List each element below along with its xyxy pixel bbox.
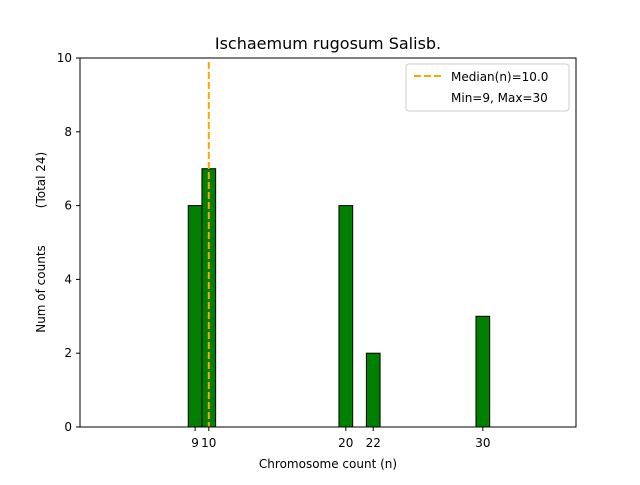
y-axis-label: Num of counts <box>34 245 48 333</box>
y-tick-label-8: 8 <box>64 125 72 139</box>
bar-30 <box>475 315 491 428</box>
bar-9 <box>187 205 203 428</box>
x-tick-label-9: 9 <box>191 436 199 450</box>
y-tick-label-0: 0 <box>64 420 72 434</box>
x-tick-label-22: 22 <box>366 436 381 450</box>
plot-frame <box>79 57 577 428</box>
y-tick-label-10: 10 <box>57 51 72 65</box>
x-tick-label-20: 20 <box>338 436 353 450</box>
y-tick-label-4: 4 <box>64 272 72 286</box>
x-tick-label-10: 10 <box>201 436 216 450</box>
legend: Median(n)=10.0 Min=9, Max=30 <box>405 63 570 112</box>
y-tick-label-6: 6 <box>64 199 72 213</box>
legend-frame <box>405 63 570 112</box>
y-axis-total-label: (Total 24) <box>34 152 48 208</box>
bar-20 <box>338 205 354 428</box>
bar-22 <box>365 352 381 428</box>
chart-title: Ischaemum rugosum Salisb. <box>215 34 441 53</box>
legend-entry-minmax: Min=9, Max=30 <box>451 91 548 105</box>
y-tick-label-2: 2 <box>64 346 72 360</box>
x-axis-label: Chromosome count (n) <box>259 457 397 471</box>
x-tick-label-30: 30 <box>475 436 490 450</box>
legend-entry-median: Median(n)=10.0 <box>451 70 548 84</box>
